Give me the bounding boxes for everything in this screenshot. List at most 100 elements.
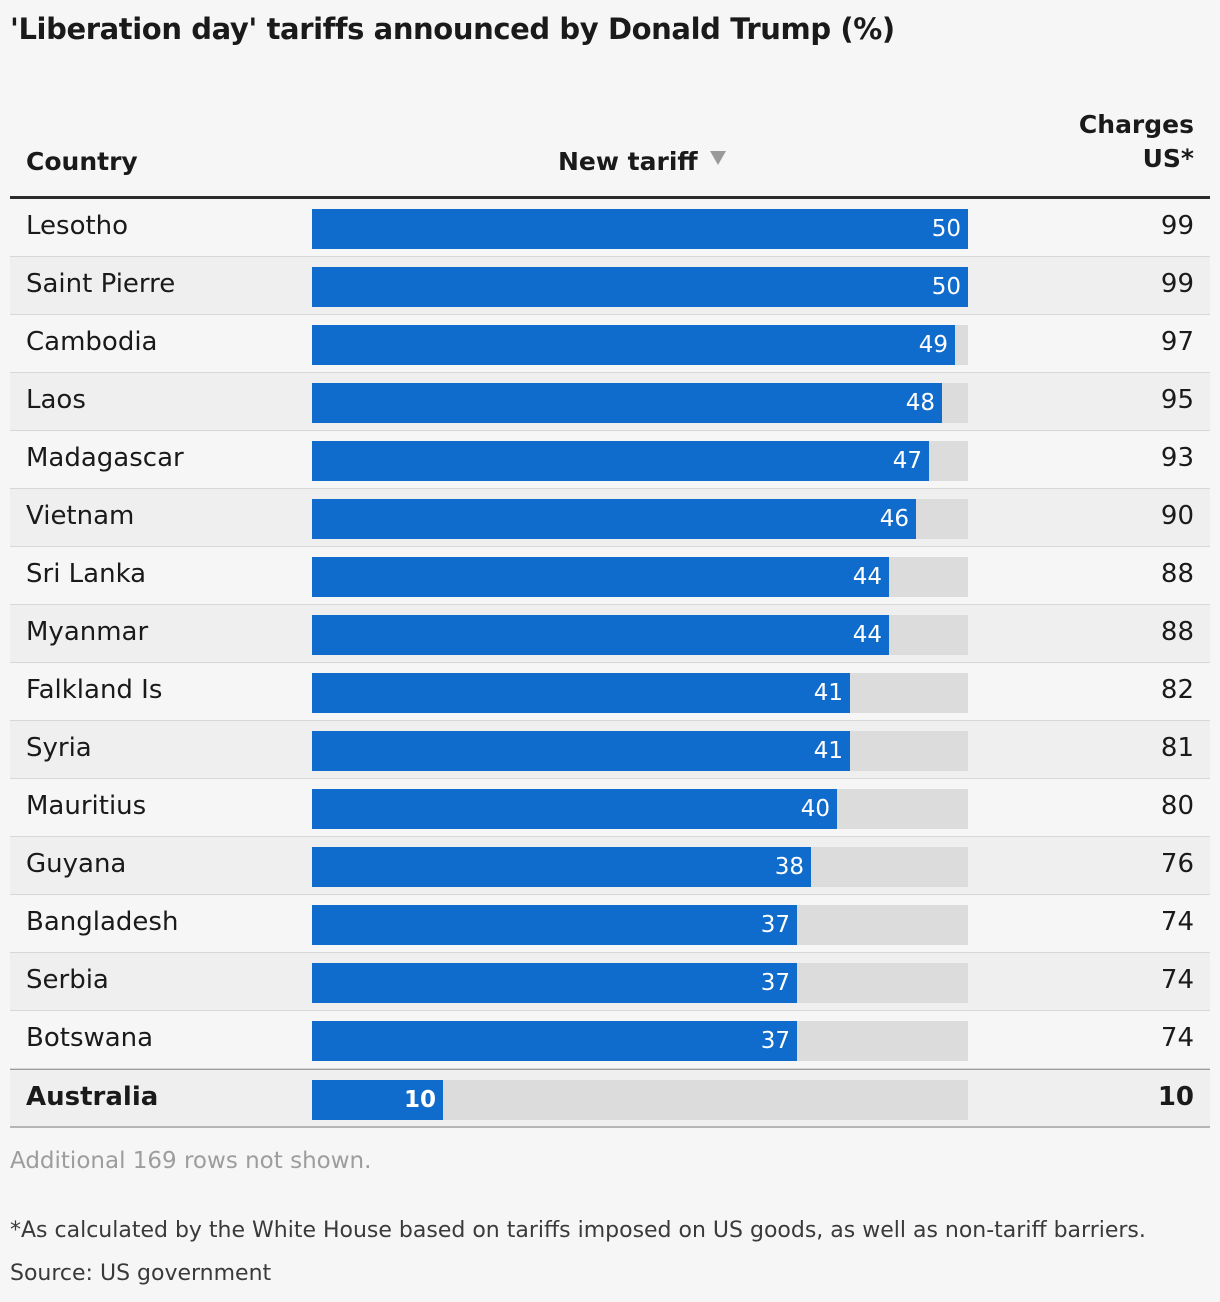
tariff-bar-label: 41 [813,738,843,764]
charges-us-cell: 93 [1160,443,1194,473]
charges-us-cell: 99 [1160,269,1194,299]
tariff-bar-label: 37 [760,912,790,938]
tariff-bar: 38 [312,847,811,887]
tariff-bar-label: 40 [800,796,830,822]
country-cell: Madagascar [26,443,184,473]
tariff-bar-track: 41 [312,731,968,771]
tariff-bar: 37 [312,905,797,945]
charges-us-cell: 90 [1160,501,1194,531]
tariff-bar-label: 47 [892,448,922,474]
tariff-bar-track: 37 [312,905,968,945]
tariff-bar-label: 44 [852,622,882,648]
charges-us-cell: 76 [1160,849,1194,879]
charges-us-cell: 88 [1160,559,1194,589]
table-header: Country New tariff Charges US* [10,100,1210,199]
table-row: Madagascar 47 93 [10,431,1210,489]
tariff-bar: 49 [312,325,955,365]
tariff-bar: 41 [312,731,850,771]
tariff-bar-label: 37 [760,970,790,996]
tariff-bar-label: 38 [774,854,804,880]
tariff-bar: 37 [312,963,797,1003]
table-row: Saint Pierre 50 99 [10,257,1210,315]
column-header-charges-us[interactable]: Charges US* [1079,108,1194,176]
tariff-bar-track: 47 [312,441,968,481]
footnote: *As calculated by the White House based … [10,1218,1146,1243]
tariff-bar-track: 44 [312,557,968,597]
table-row: Serbia 37 74 [10,953,1210,1011]
country-cell: Saint Pierre [26,269,176,299]
tariff-bar-track: 49 [312,325,968,365]
charges-us-cell: 97 [1160,327,1194,357]
tariff-bar-track: 46 [312,499,968,539]
tariff-bar-label: 10 [403,1087,436,1113]
charges-us-cell: 81 [1160,733,1194,763]
tariff-bar-label: 37 [760,1028,790,1054]
column-header-new-tariff-label: New tariff [558,147,698,176]
country-cell: Australia [26,1082,159,1112]
tariff-bar-track: 37 [312,1021,968,1061]
country-cell: Botswana [26,1023,154,1053]
charges-us-cell: 74 [1160,907,1194,937]
tariff-bar: 47 [312,441,929,481]
tariff-bar-label: 41 [813,680,843,706]
charges-us-cell: 82 [1160,675,1194,705]
tariff-bar: 48 [312,383,942,423]
country-cell: Syria [26,733,92,763]
charges-us-cell: 80 [1160,791,1194,821]
country-cell: Falkland Is [26,675,163,705]
more-rows-note: Additional 169 rows not shown. [10,1148,372,1174]
tariff-bar-label: 46 [879,506,909,532]
table-row: Laos 48 95 [10,373,1210,431]
column-header-country[interactable]: Country [26,147,138,176]
tariff-bar-label: 50 [931,216,961,242]
table-row: Australia 10 10 [10,1069,1210,1128]
country-cell: Laos [26,385,86,415]
country-cell: Bangladesh [26,907,179,937]
chart-title: 'Liberation day' tariffs announced by Do… [10,12,895,46]
tariff-bar-label: 48 [905,390,935,416]
charges-header-line1: Charges [1078,110,1194,139]
tariff-bar-label: 44 [852,564,882,590]
table-row: Sri Lanka 44 88 [10,547,1210,605]
charges-header-line2: US* [1142,144,1194,173]
charges-us-cell: 74 [1160,1023,1194,1053]
table-row: Mauritius 40 80 [10,779,1210,837]
column-header-new-tariff[interactable]: New tariff [558,147,726,176]
tariff-bar: 50 [312,209,968,249]
table-row: Syria 41 81 [10,721,1210,779]
tariff-bar-track: 44 [312,615,968,655]
tariff-bar: 50 [312,267,968,307]
country-cell: Cambodia [26,327,158,357]
tariff-table: Country New tariff Charges US* Lesotho 50… [10,100,1210,1128]
country-cell: Sri Lanka [26,559,147,589]
source-note: Source: US government [10,1261,272,1286]
table-row: Falkland Is 41 82 [10,663,1210,721]
table-row: Cambodia 49 97 [10,315,1210,373]
table-row: Myanmar 44 88 [10,605,1210,663]
sort-descending-icon[interactable] [709,151,726,165]
tariff-bar-track: 37 [312,963,968,1003]
tariff-bar-track: 48 [312,383,968,423]
tariff-bar: 40 [312,789,837,829]
country-cell: Mauritius [26,791,147,821]
charges-us-cell: 10 [1157,1082,1194,1112]
table-row: Vietnam 46 90 [10,489,1210,547]
tariff-bar-track: 10 [312,1080,968,1120]
charges-us-cell: 95 [1160,385,1194,415]
tariff-bar: 44 [312,557,889,597]
tariff-bar-label: 49 [918,332,948,358]
tariff-bar: 44 [312,615,889,655]
country-cell: Guyana [26,849,127,879]
tariff-bar-label: 50 [931,274,961,300]
table-row: Botswana 37 74 [10,1011,1210,1069]
country-cell: Myanmar [26,617,149,647]
charges-us-cell: 74 [1160,965,1194,995]
table-row: Bangladesh 37 74 [10,895,1210,953]
charges-us-cell: 99 [1160,211,1194,241]
tariff-bar-track: 40 [312,789,968,829]
tariff-bar-track: 50 [312,267,968,307]
tariff-bar-track: 50 [312,209,968,249]
charges-us-cell: 88 [1160,617,1194,647]
country-cell: Serbia [26,965,109,995]
tariff-bar: 41 [312,673,850,713]
